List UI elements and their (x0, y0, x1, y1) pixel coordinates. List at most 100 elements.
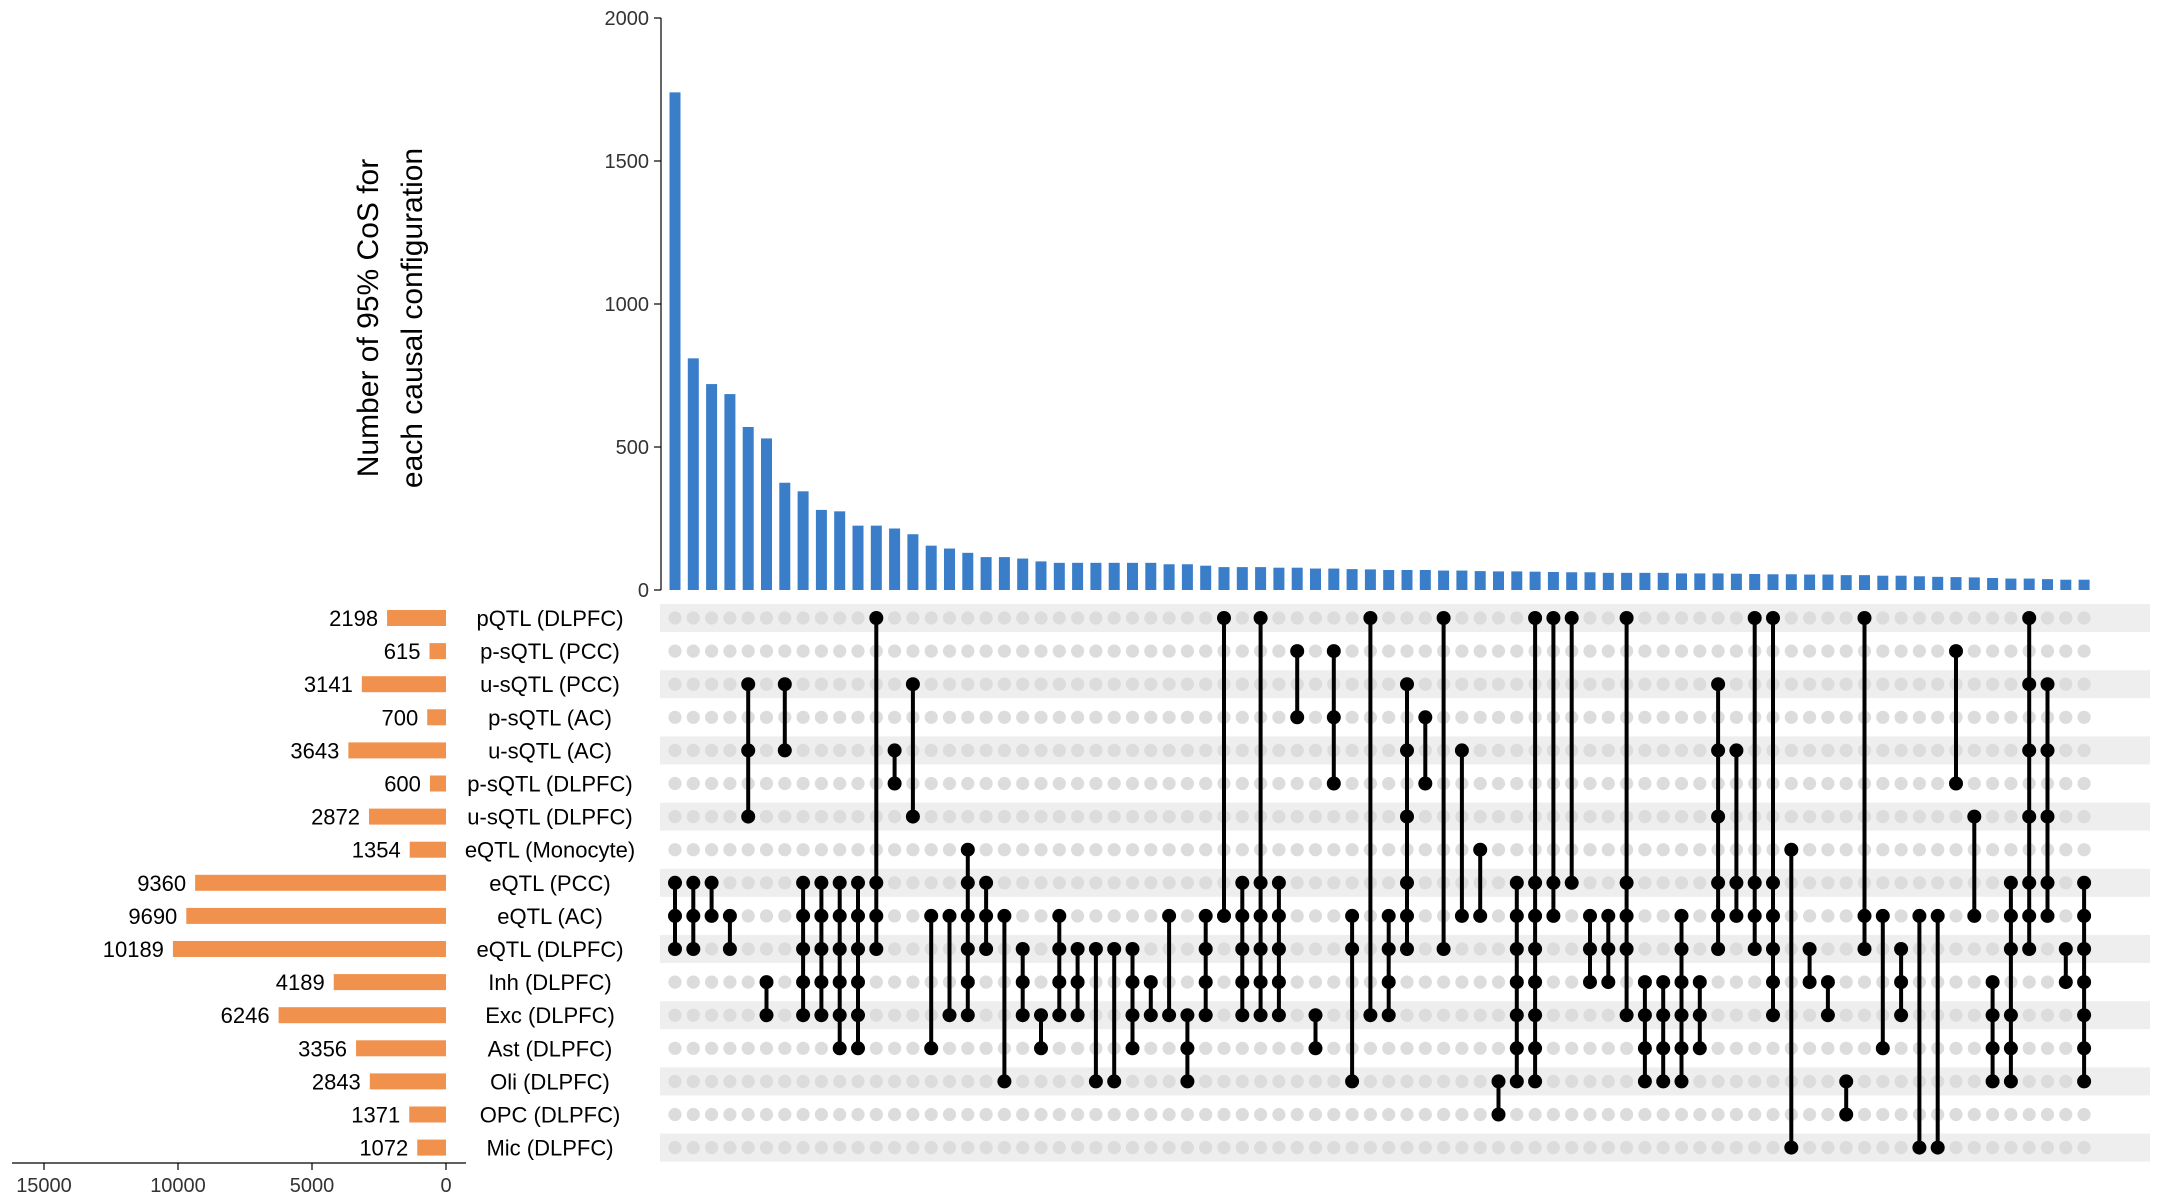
matrix-dot-off (668, 743, 682, 758)
matrix-dot-off (1327, 810, 1341, 824)
matrix-dot-off (1894, 743, 1908, 758)
matrix-dot-off (1949, 843, 1963, 857)
matrix-dot-off (668, 776, 682, 791)
matrix-dot-on (1766, 908, 1780, 923)
matrix-dot-on (796, 875, 811, 890)
matrix-dot-off (814, 1074, 829, 1088)
matrix-dot-off (851, 1107, 865, 1122)
matrix-dot-off (1949, 1107, 1963, 1122)
matrix-dot-off (705, 644, 719, 658)
matrix-dot-on (1052, 975, 1067, 990)
matrix-dot-off (668, 677, 682, 691)
matrix-dot-off (1674, 710, 1689, 724)
matrix-dot-on (777, 743, 792, 758)
intersection-bar (797, 491, 809, 590)
intersection-bar (1547, 571, 1559, 590)
matrix-dot-off (942, 644, 957, 658)
matrix-dot-on (1509, 942, 1524, 956)
matrix-dot-off (1821, 776, 1835, 791)
matrix-dot-on (1253, 611, 1268, 625)
matrix-dot-off (1491, 1041, 1506, 1055)
matrix-dot-off (1052, 743, 1066, 758)
matrix-dot-off (1290, 942, 1304, 956)
matrix-dot-off (1473, 1107, 1487, 1122)
matrix-dot-on (1583, 908, 1597, 923)
intersection-bar (1602, 572, 1614, 590)
intersection-bar (1456, 570, 1468, 590)
matrix-dot-on (1070, 975, 1085, 990)
matrix-dot-off (1400, 1141, 1414, 1155)
matrix-dot-off (1034, 611, 1048, 625)
matrix-dot-on (2022, 677, 2037, 692)
matrix-dot-off (778, 611, 792, 625)
matrix-dot-off (906, 1041, 920, 1055)
matrix-dot-off (1089, 876, 1103, 890)
matrix-dot-off (1199, 776, 1213, 791)
matrix-dot-on (1857, 942, 1872, 956)
matrix-dot-off (851, 843, 865, 857)
matrix-dot-on (1198, 908, 1213, 923)
matrix-dot-on (960, 842, 975, 857)
matrix-dot-off (906, 1107, 920, 1122)
matrix-dot-off (1345, 611, 1359, 625)
matrix-dot-off (1144, 876, 1158, 890)
matrix-dot-off (741, 1008, 755, 1022)
intersection-bar (1621, 572, 1633, 590)
y-tick-label: 1500 (605, 151, 650, 173)
matrix-dot-on (1491, 1074, 1506, 1089)
matrix-dot-on (1528, 942, 1543, 956)
matrix-dot-off (814, 611, 829, 625)
matrix-dot-off (1144, 843, 1158, 857)
matrix-dot-off (1125, 909, 1140, 923)
matrix-dot-off (796, 776, 810, 791)
intersection-bar (1255, 567, 1267, 590)
matrix-dot-off (1455, 644, 1469, 658)
matrix-dot-on (759, 1008, 774, 1023)
matrix-dot-off (1565, 975, 1579, 989)
matrix-dot-off (2022, 1041, 2036, 1055)
matrix-dot-on (1491, 1107, 1506, 1122)
matrix-dot-off (979, 1074, 993, 1088)
matrix-dot-off (1656, 677, 1670, 691)
matrix-dot-off (1565, 909, 1579, 923)
matrix-dot-off (851, 743, 865, 758)
matrix-dot-off (1638, 876, 1652, 890)
matrix-dot-off (1473, 776, 1487, 791)
matrix-dot-off (1089, 776, 1103, 791)
matrix-dot-off (1711, 1008, 1725, 1022)
intersection-bar (1108, 562, 1120, 590)
matrix-dot-off (723, 644, 737, 658)
matrix-dot-off (1839, 909, 1853, 923)
matrix-dot-off (1125, 677, 1140, 691)
set-name-label: pQTL (DLPFC) (476, 606, 623, 631)
matrix-dot-off (1107, 776, 1121, 791)
matrix-dot-off (1638, 644, 1652, 658)
matrix-dot-off (778, 810, 792, 824)
matrix-dot-off (1308, 975, 1323, 989)
matrix-dot-off (759, 644, 774, 658)
intersection-bar (1493, 571, 1504, 590)
matrix-dot-off (924, 644, 938, 658)
matrix-dot-off (1327, 975, 1341, 989)
matrix-dot-off (2059, 710, 2073, 724)
matrix-dot-off (1437, 1141, 1451, 1155)
matrix-dot-on (1418, 710, 1433, 725)
matrix-dot-off (1784, 776, 1798, 791)
matrix-dot-off (1912, 810, 1926, 824)
set-size-value: 3141 (304, 672, 353, 697)
matrix-dot-off (1546, 942, 1560, 956)
intersection-bar (1273, 567, 1285, 590)
matrix-dot-on (2058, 942, 2073, 956)
matrix-dot-off (869, 1041, 883, 1055)
matrix-dot-off (1876, 876, 1890, 890)
matrix-dot-off (1382, 1074, 1396, 1088)
matrix-dot-on (851, 975, 865, 990)
matrix-dot-off (1766, 1041, 1780, 1055)
matrix-dot-off (1748, 975, 1762, 989)
set-size-value: 6246 (221, 1003, 270, 1028)
matrix-dot-on (2077, 942, 2092, 956)
intersection-bar (1859, 575, 1870, 590)
matrix-dot-on (1637, 975, 1652, 990)
intersection-bar (1090, 562, 1102, 590)
matrix-dot-off (1803, 1008, 1817, 1022)
